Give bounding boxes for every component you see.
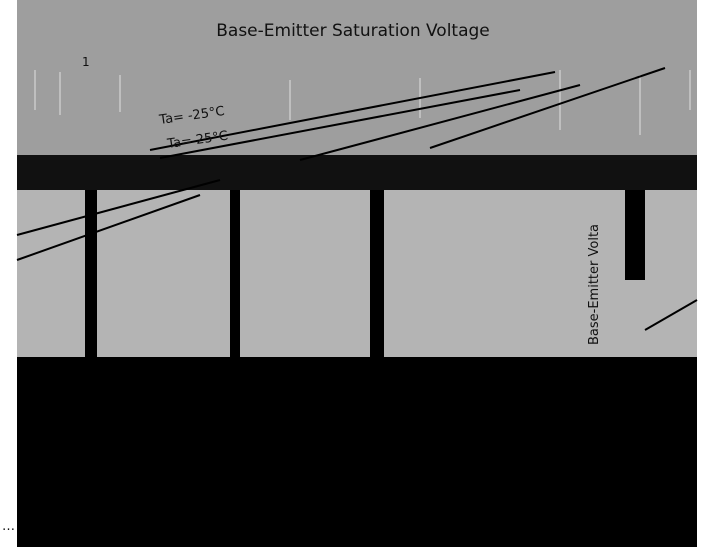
axis-fragment: 1 bbox=[82, 55, 90, 69]
axis-label: Base-Emitter Volta bbox=[587, 224, 602, 345]
black-area bbox=[17, 357, 697, 547]
ellipsis: … bbox=[2, 519, 15, 534]
glitch-stripes bbox=[34, 70, 691, 135]
title: Base-Emitter Saturation Voltage bbox=[216, 21, 490, 41]
dark-band bbox=[17, 155, 697, 190]
curves bbox=[16, 67, 698, 331]
lower-panel bbox=[17, 190, 697, 357]
dark-bars bbox=[85, 190, 645, 357]
